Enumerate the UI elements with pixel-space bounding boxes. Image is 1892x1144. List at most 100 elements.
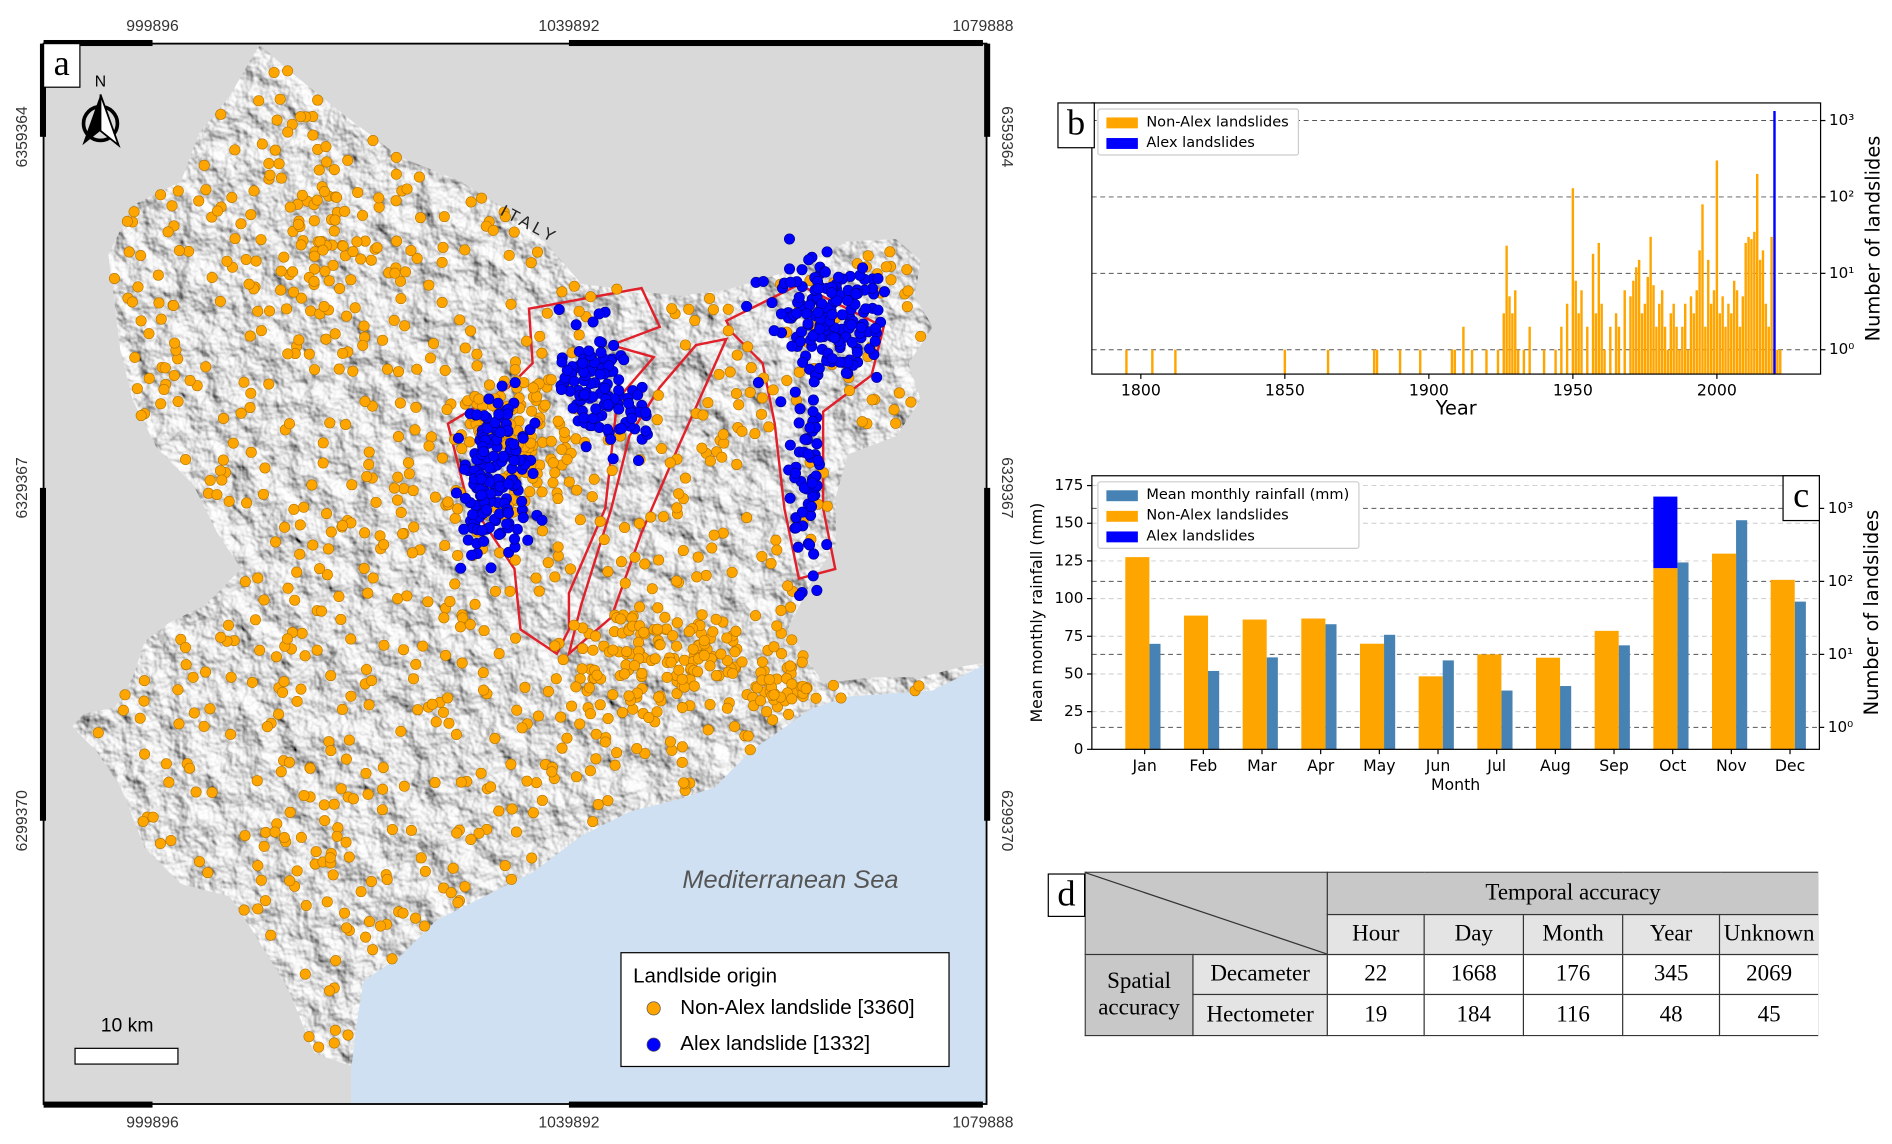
landslide-point	[169, 337, 181, 349]
landslide-point	[313, 1041, 325, 1053]
y-tick-label: 25	[1064, 702, 1083, 720]
table-cell: 345	[1622, 953, 1721, 996]
landslide-point	[317, 437, 329, 449]
landslide-point	[309, 364, 321, 376]
bar	[1718, 313, 1721, 375]
landslide-point	[459, 244, 471, 256]
landslide-point	[163, 776, 175, 788]
landslide-point	[426, 698, 438, 710]
landslide-point	[294, 519, 306, 531]
landslide-point	[119, 689, 131, 701]
landslide-point	[273, 708, 285, 720]
landslide-point	[357, 209, 369, 221]
landslide-point	[800, 308, 812, 320]
panel-label-box	[1057, 102, 1095, 149]
bar	[1442, 660, 1454, 750]
landslide-point	[476, 192, 488, 204]
x-tick-label: Oct	[1659, 756, 1686, 775]
landslide-point	[395, 275, 407, 287]
landslide-point	[652, 602, 664, 614]
landslide-point	[790, 522, 802, 534]
landslide-point	[634, 601, 646, 613]
landslide-point	[450, 487, 462, 499]
landslide-point	[460, 492, 472, 504]
landslide-point	[756, 408, 768, 420]
table-cell: 48	[1622, 993, 1721, 1037]
landslide-point	[775, 604, 787, 616]
landslide-point	[872, 304, 884, 316]
landslide-point	[526, 405, 538, 417]
landslide-point	[367, 944, 379, 956]
landslide-point	[704, 292, 716, 304]
landslide-point	[793, 366, 805, 378]
landslide-point	[408, 673, 420, 685]
landslide-point	[768, 325, 780, 337]
north-arrow-left	[82, 94, 101, 146]
landslide-point	[913, 680, 925, 692]
landslide-point	[611, 747, 623, 759]
landslide-point	[458, 523, 470, 535]
landslide-point	[263, 378, 275, 390]
landslide-point	[331, 830, 343, 842]
landslide-point	[275, 284, 287, 296]
landslide-point	[915, 330, 927, 342]
landslide-point	[456, 657, 468, 669]
map-y-coordinate: 6299370	[14, 790, 31, 851]
landslide-point	[398, 483, 410, 495]
landslide-point	[295, 239, 307, 251]
landslide-point	[794, 403, 806, 415]
landslide-point	[411, 363, 423, 375]
landslide-point	[259, 895, 271, 907]
landslide-point	[851, 346, 863, 358]
x-tick-label: Feb	[1189, 756, 1217, 775]
chart-panel: 10⁰ 10¹ 10² 10³ Number of landslides 1800 1850…	[1057, 102, 1884, 420]
landslide-point	[676, 702, 688, 714]
landslide-point	[508, 438, 520, 450]
landslide-point	[826, 309, 838, 321]
landslide-point	[561, 364, 573, 376]
bar	[1678, 349, 1681, 375]
landslide-point	[556, 286, 568, 298]
landslide-point	[829, 332, 841, 344]
landslide-point	[793, 291, 805, 303]
landslide-point	[216, 474, 228, 486]
landslide-point	[391, 235, 403, 247]
bar	[1609, 326, 1612, 375]
landslide-point	[606, 464, 618, 476]
landslide-point	[409, 424, 421, 436]
y-tick-label: 10¹	[1828, 645, 1853, 663]
bar	[1653, 496, 1678, 569]
landslide-point	[309, 263, 321, 275]
landslide-point	[215, 108, 227, 120]
landslide-point	[339, 907, 351, 919]
landslide-point	[730, 387, 742, 399]
landslide-point	[438, 612, 450, 624]
landslide-point	[505, 298, 517, 310]
bar	[1658, 303, 1661, 375]
landslide-point	[401, 590, 413, 602]
landslide-point	[487, 224, 499, 236]
landslide-point	[807, 394, 819, 406]
landslide-point	[678, 777, 690, 789]
landslide-point	[667, 630, 679, 642]
landslide-point	[602, 399, 614, 411]
map-y-coordinate: 6359364	[998, 106, 1015, 167]
landslide-point	[471, 409, 483, 421]
landslide-point	[502, 478, 514, 490]
legend-label: Alex landslides	[1146, 135, 1255, 151]
bar	[1477, 654, 1502, 750]
bar	[1686, 349, 1690, 375]
landslide-point	[722, 303, 734, 315]
landslide-point	[594, 516, 606, 528]
landslide-point	[358, 320, 370, 332]
landslide-point	[810, 692, 822, 704]
landslide-point	[594, 368, 606, 380]
landslide-point	[871, 371, 883, 383]
landslide-point	[640, 425, 652, 437]
landslide-point	[438, 211, 450, 223]
landslide-point	[455, 562, 467, 574]
landslide-point	[154, 837, 166, 849]
landslide-point	[821, 539, 833, 551]
bar	[1301, 618, 1326, 750]
landslide-point	[200, 184, 212, 196]
